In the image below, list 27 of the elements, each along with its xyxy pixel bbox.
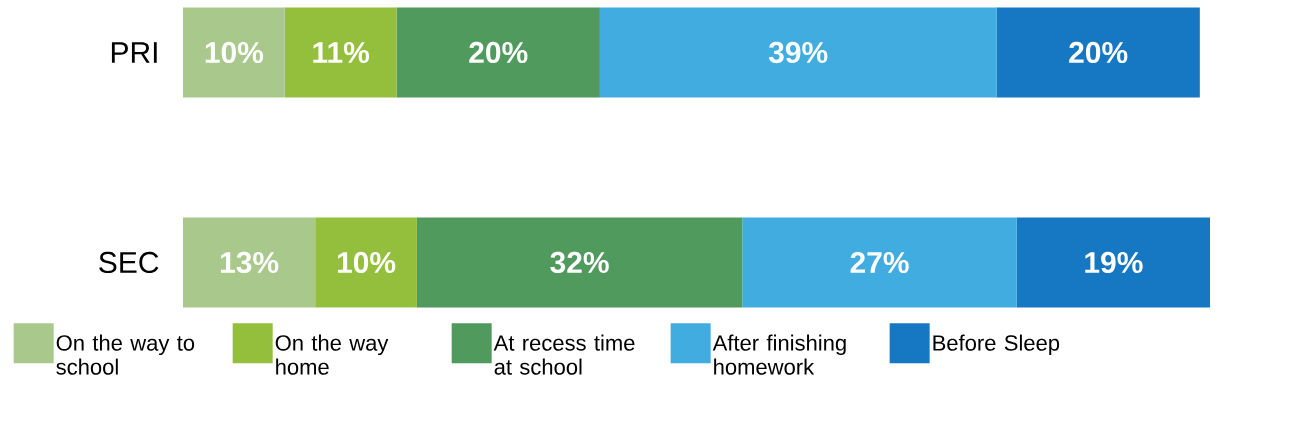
data-label: 27% xyxy=(850,251,909,273)
data-label: 39% xyxy=(768,41,828,63)
legend-label: At recess time at school xyxy=(493,334,635,375)
bar xyxy=(1016,217,1210,308)
data-label: 19% xyxy=(1085,251,1143,273)
y-tick-label: SEC xyxy=(99,251,159,273)
data-label: 10% xyxy=(205,41,264,63)
legend-label: Before Sleep xyxy=(933,334,1060,355)
bar xyxy=(416,217,743,308)
bar xyxy=(996,7,1200,98)
bar xyxy=(599,7,997,98)
legend-label: On the way home xyxy=(275,334,389,375)
y-tick-label: PRI xyxy=(111,41,157,63)
data-label: 32% xyxy=(550,251,609,273)
data-label: 13% xyxy=(220,251,279,273)
bar xyxy=(396,7,600,98)
bar xyxy=(284,7,397,98)
data-label: 20% xyxy=(469,41,528,63)
data-label: 11% xyxy=(313,41,370,63)
bar xyxy=(315,217,417,308)
legend-label: On the way to school xyxy=(56,334,195,375)
bar xyxy=(183,7,285,98)
legend-label: After finishing homework xyxy=(712,334,846,375)
bar xyxy=(742,217,1017,308)
data-label: 10% xyxy=(337,251,396,273)
data-label: 20% xyxy=(1069,41,1128,63)
bar xyxy=(183,217,316,308)
